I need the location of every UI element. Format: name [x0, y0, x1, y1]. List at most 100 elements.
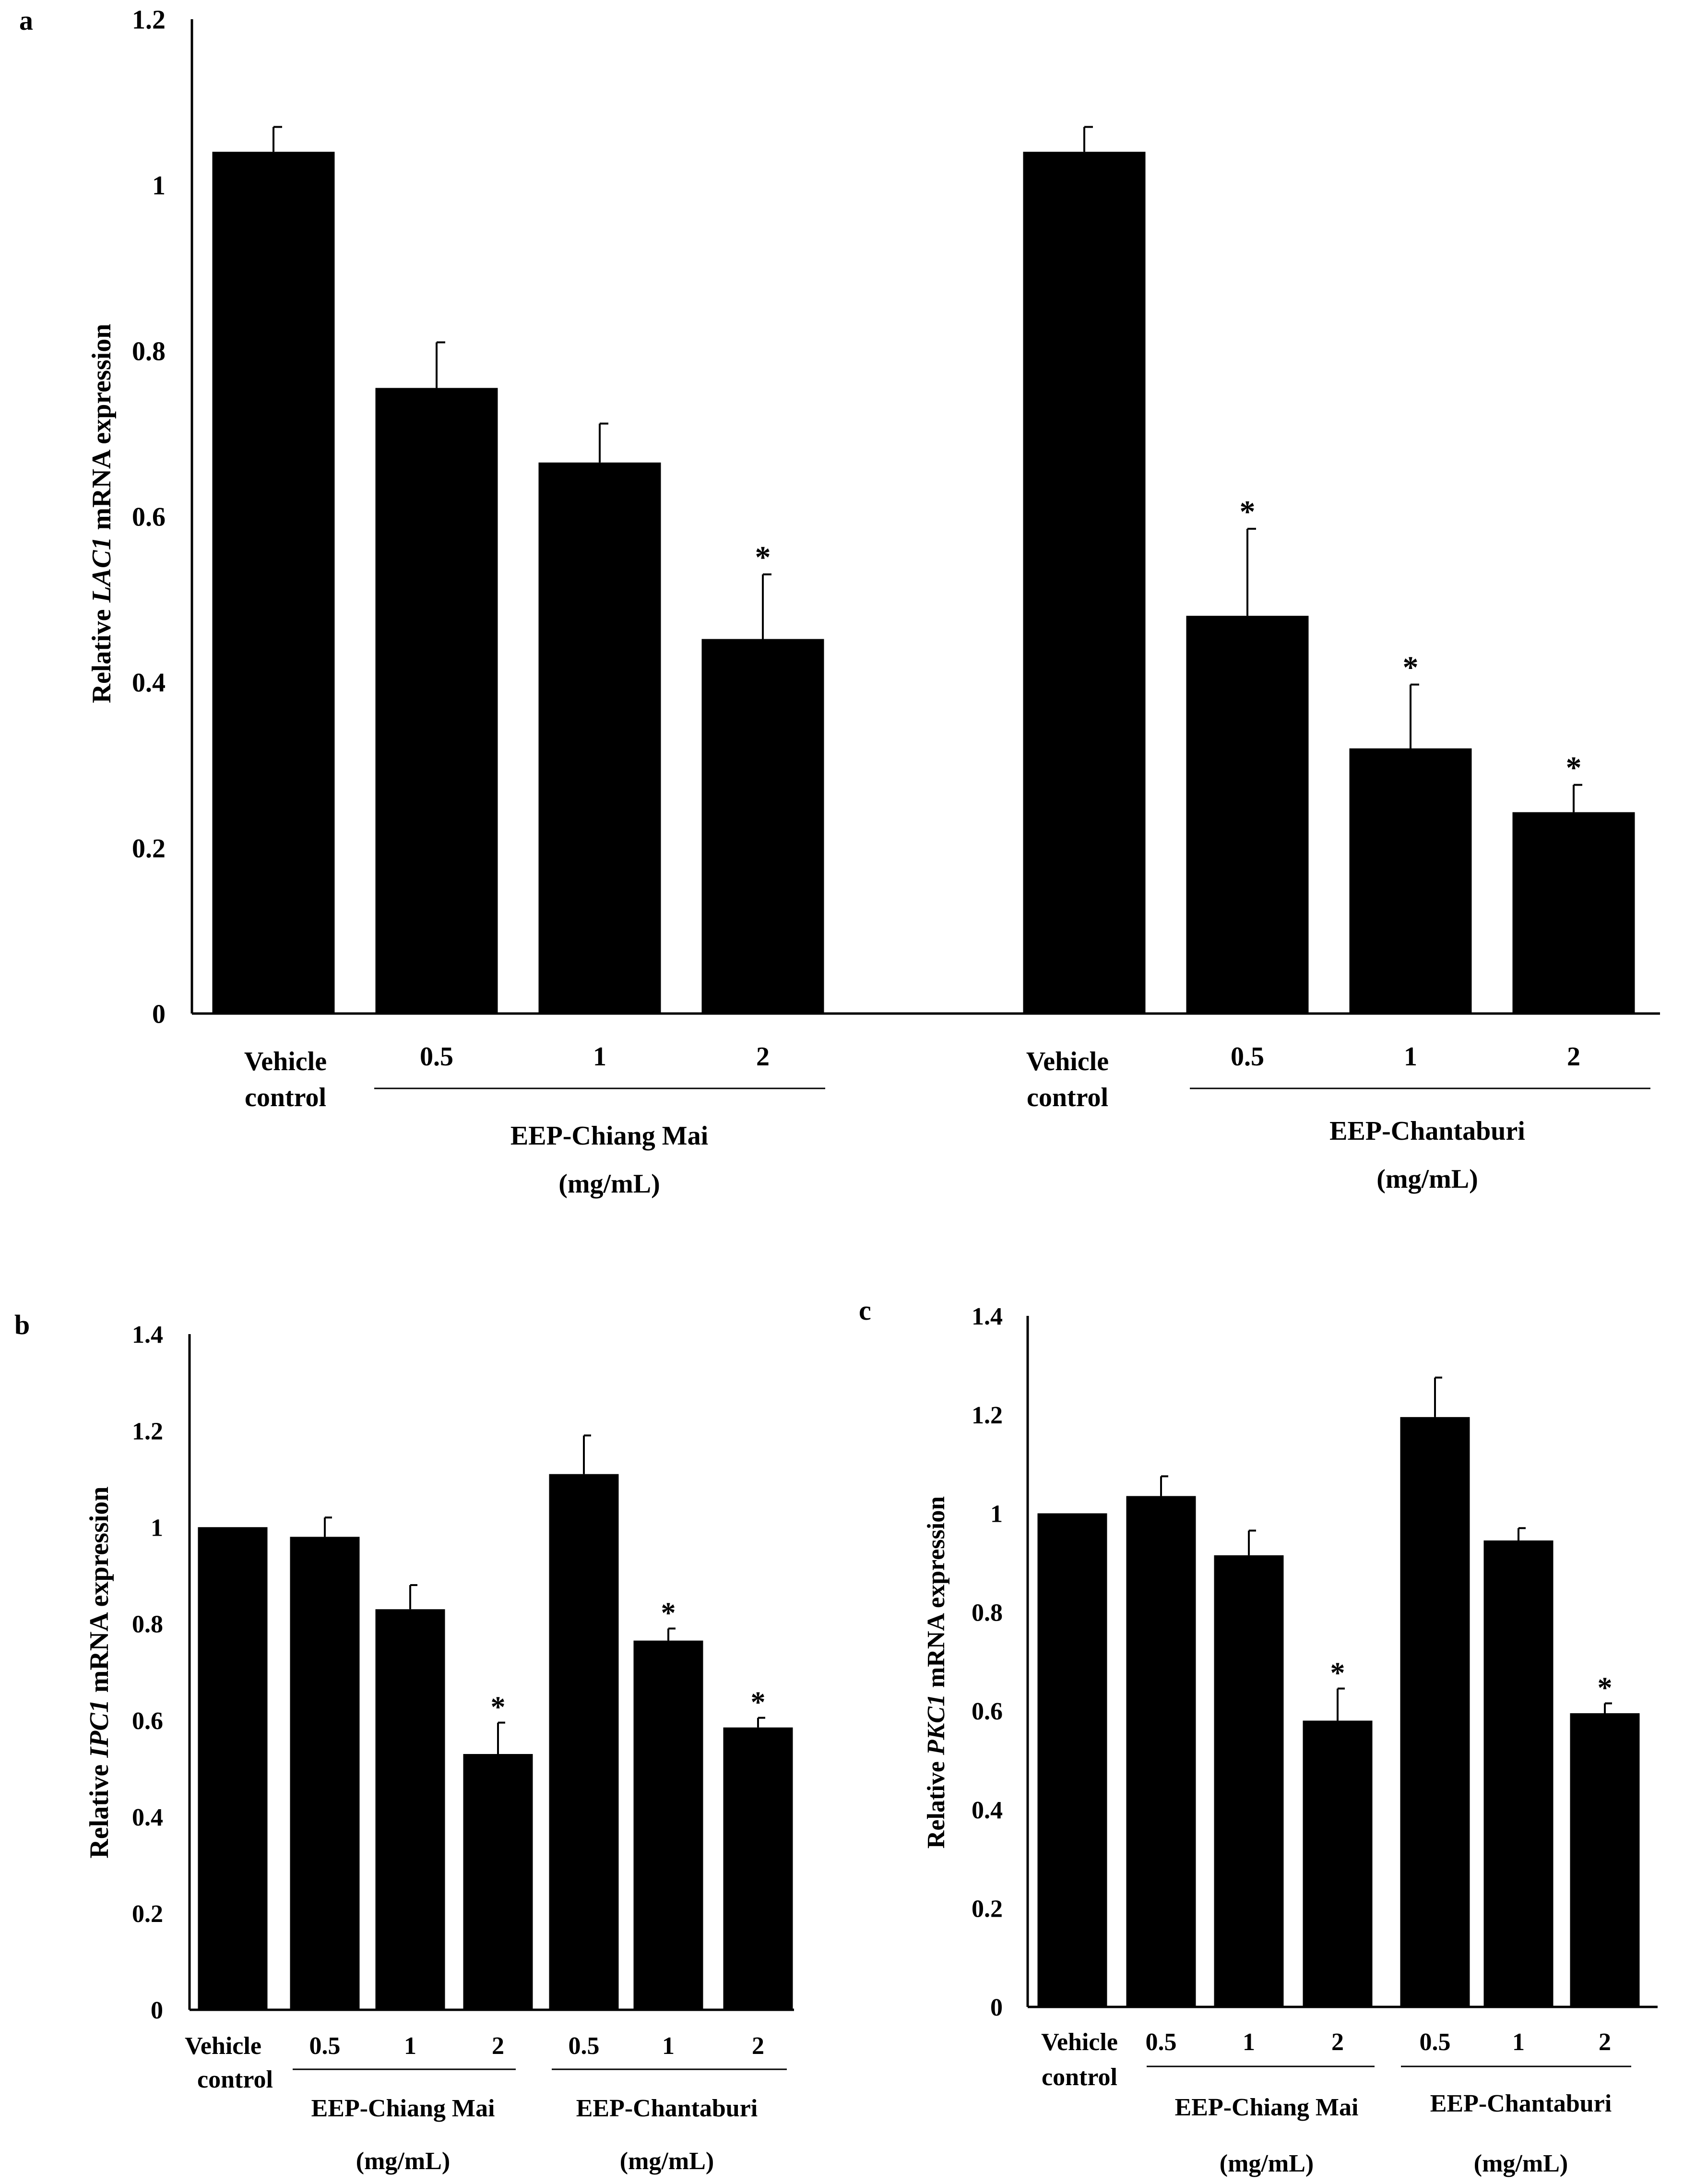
- panel-c-group1-name: EEP-Chiang Mai: [1175, 2094, 1359, 2121]
- panel-c-group2-name: EEP-Chantaburi: [1430, 2090, 1612, 2117]
- y-tick-label: 0.8: [132, 1611, 163, 1638]
- significance-star: *: [1598, 1671, 1613, 1704]
- panel-a-group2-name: EEP-Chantaburi: [1329, 1116, 1525, 1146]
- panel-a-y-axis-label: Relative LAC1 mRNA expression: [87, 324, 117, 704]
- significance-star: *: [1330, 1657, 1345, 1690]
- y-tick-label: 0: [151, 1997, 163, 2024]
- y-tick-label: 0.8: [972, 1599, 1003, 1626]
- bar: [538, 462, 661, 1014]
- panel-a-letter: a: [19, 5, 33, 36]
- x-category-label: 0.5: [569, 2032, 600, 2060]
- bar: [290, 1537, 360, 2010]
- bar: [723, 1727, 793, 2010]
- significance-star: *: [491, 1691, 506, 1724]
- bar: [212, 152, 335, 1014]
- x-category-label: 1: [1404, 1042, 1417, 1072]
- panel-a-vehicle2-label-line1: Vehicle: [1026, 1047, 1109, 1076]
- significance-star: *: [1566, 750, 1582, 785]
- y-tick-label: 0.8: [132, 336, 166, 366]
- bar: [633, 1640, 703, 2010]
- significance-star: *: [661, 1597, 676, 1629]
- x-category-label: 2: [1599, 2029, 1611, 2056]
- x-category-label: 2: [752, 2032, 764, 2060]
- y-tick-label: 1.4: [132, 1321, 163, 1349]
- panel-c-vehicle-label-line2: control: [1042, 2064, 1117, 2091]
- bar: [1303, 1720, 1373, 2007]
- bar: [198, 1527, 268, 2010]
- y-tick-label: 0.2: [972, 1895, 1003, 1922]
- y-tick-label: 1: [990, 1501, 1003, 1528]
- panel-b-group2-unit: (mg/mL): [620, 2148, 714, 2175]
- bar: [1483, 1540, 1554, 2007]
- x-category-label: 0.5: [1146, 2029, 1177, 2056]
- significance-star: *: [1403, 650, 1419, 685]
- panel-b-group1-unit: (mg/mL): [356, 2148, 450, 2175]
- x-category-label: 0.5: [1420, 2029, 1451, 2056]
- panel-b-chart: b Relative IPC1 mRNA expression 0 0.2 0.4 0…: [14, 1309, 794, 2175]
- panel-a-group1-unit: (mg/mL): [558, 1169, 660, 1199]
- panel-c-group1-unit: (mg/mL): [1220, 2150, 1314, 2177]
- x-category-label: 1: [404, 2032, 416, 2060]
- panel-a-group2-unit: (mg/mL): [1376, 1164, 1478, 1194]
- y-tick-label: 1: [151, 1514, 163, 1541]
- bar: [1570, 1713, 1640, 2007]
- x-category-label: 1: [1512, 2029, 1525, 2056]
- bar: [1349, 748, 1472, 1014]
- bar: [1512, 812, 1635, 1014]
- panel-b-vehicle-label-line2: control: [197, 2066, 273, 2093]
- bar: [463, 1754, 533, 2010]
- bar: [375, 1609, 445, 2010]
- panel-c-chart: c Relative PKC1 mRNA expression 0 0.2 0.4 0…: [859, 1295, 1658, 2177]
- y-tick-label: 0.6: [132, 1707, 163, 1735]
- panel-c-group2-unit: (mg/mL): [1474, 2150, 1568, 2177]
- bar: [1023, 152, 1146, 1014]
- bar: [375, 388, 498, 1014]
- y-tick-label: 0.4: [132, 668, 166, 698]
- x-category-label: 0.5: [420, 1042, 453, 1072]
- y-tick-label: 0.4: [972, 1797, 1003, 1824]
- bar: [701, 639, 824, 1014]
- x-category-label: 1: [662, 2032, 675, 2060]
- panel-b-group2-name: EEP-Chantaburi: [576, 2095, 758, 2122]
- y-tick-label: 0: [990, 1994, 1003, 2021]
- panel-a-group1-name: EEP-Chiang Mai: [510, 1121, 708, 1151]
- panel-a-chart: a Relative LAC1 mRNA expression 0 0.2 0.4 0…: [19, 5, 1660, 1199]
- panel-b-y-axis-label: Relative IPC1 mRNA expression: [84, 1486, 114, 1858]
- x-category-label: 2: [492, 2032, 504, 2060]
- bar: [1214, 1555, 1284, 2007]
- x-category-label: 0.5: [309, 2032, 341, 2060]
- y-tick-label: 0.2: [132, 1900, 163, 1928]
- panel-a-vehicle-label-line1: Vehicle: [244, 1047, 327, 1076]
- panel-b-group1-name: EEP-Chiang Mai: [311, 2095, 495, 2122]
- bar: [549, 1474, 619, 2010]
- panel-c-vehicle-label-line1: Vehicle: [1041, 2029, 1118, 2056]
- x-category-label: 2: [1331, 2029, 1344, 2056]
- y-tick-label: 1.2: [132, 1418, 163, 1445]
- panel-c-y-axis-label: Relative PKC1 mRNA expression: [923, 1496, 950, 1849]
- bar: [1186, 616, 1309, 1014]
- y-tick-label: 1.2: [132, 5, 166, 35]
- y-tick-label: 1.2: [972, 1402, 1003, 1429]
- significance-star: *: [751, 1686, 766, 1719]
- x-category-label: 1: [593, 1042, 606, 1072]
- bar: [1126, 1496, 1196, 2007]
- y-tick-label: 1: [152, 171, 166, 201]
- y-tick-label: 0.6: [972, 1698, 1003, 1725]
- significance-star: *: [755, 540, 771, 575]
- y-tick-label: 0: [152, 1000, 166, 1029]
- y-tick-label: 0.4: [132, 1804, 163, 1831]
- y-tick-label: 1.4: [972, 1303, 1003, 1330]
- x-category-label: 2: [756, 1042, 770, 1072]
- bar: [1400, 1417, 1470, 2007]
- y-tick-label: 0.2: [132, 834, 166, 863]
- y-tick-label: 0.6: [132, 502, 166, 532]
- panel-a-vehicle2-label-line2: control: [1027, 1083, 1108, 1112]
- x-category-label: 1: [1243, 2029, 1255, 2056]
- panel-b-vehicle-label-line1: Vehicle: [185, 2032, 261, 2060]
- bar: [1037, 1513, 1107, 2007]
- x-category-label: 2: [1567, 1042, 1580, 1072]
- panel-c-letter: c: [859, 1295, 871, 1326]
- x-category-label: 0.5: [1231, 1042, 1264, 1072]
- panel-a-vehicle-label-line2: control: [245, 1083, 326, 1112]
